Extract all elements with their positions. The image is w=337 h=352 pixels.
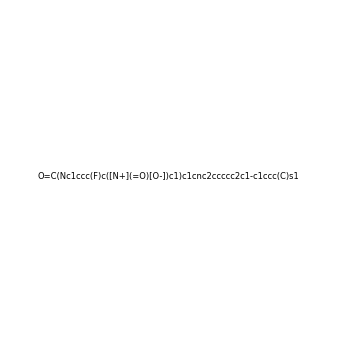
Text: O=C(Nc1ccc(F)c([N+](=O)[O-])c1)c1cnc2ccccc2c1-c1ccc(C)s1: O=C(Nc1ccc(F)c([N+](=O)[O-])c1)c1cnc2ccc… xyxy=(38,171,299,181)
